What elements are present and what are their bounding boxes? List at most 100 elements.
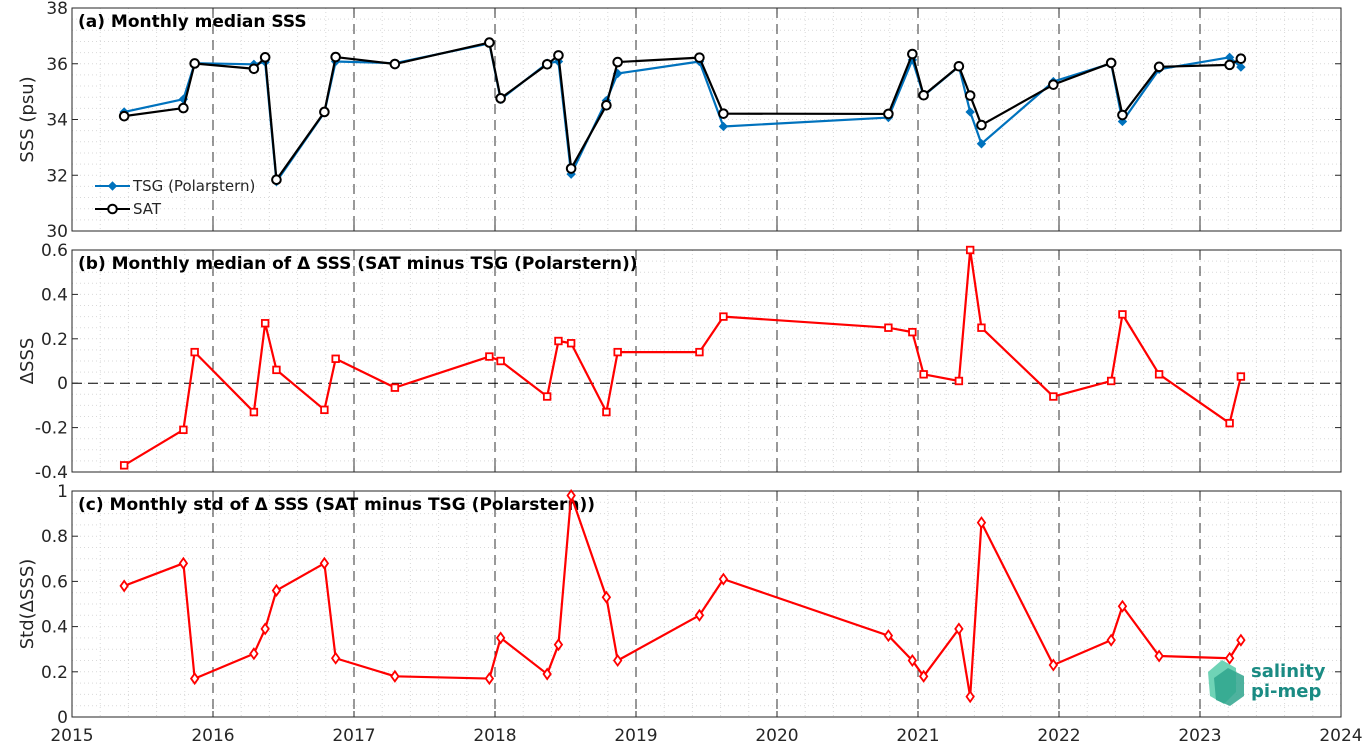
series-delta — [119, 245, 1246, 470]
data-point — [1224, 651, 1235, 665]
data-point — [189, 672, 200, 686]
data-point — [883, 108, 894, 120]
y-axis-label: Std(ΔSSS) — [17, 559, 38, 650]
data-point — [1225, 418, 1234, 428]
data-point — [907, 48, 918, 60]
y-tick-label: 0.4 — [41, 618, 68, 638]
data-point — [964, 90, 976, 101]
data-point — [1236, 62, 1246, 72]
data-point — [178, 556, 189, 570]
plot-frame — [71, 7, 1342, 232]
data-point — [1153, 61, 1165, 73]
minor-grid — [72, 250, 1341, 472]
y-tick-label: 0.6 — [41, 241, 68, 261]
panel-a: 30 32 34 36 38 SSS (psu) (a) Monthly median SS… — [17, 0, 1342, 242]
data-point — [485, 352, 494, 361]
legend-label: SAT — [133, 200, 162, 218]
y-tick-label: 36 — [46, 55, 68, 75]
data-point — [1236, 372, 1246, 381]
data-point — [1235, 53, 1247, 65]
data-point — [1049, 392, 1058, 401]
data-point — [542, 392, 552, 401]
year-lines — [212, 491, 1201, 717]
legend-marker — [107, 203, 118, 215]
data-point — [612, 653, 623, 668]
data-point — [954, 622, 964, 636]
data-point — [553, 638, 564, 652]
data-point — [272, 365, 281, 375]
data-point — [883, 629, 894, 643]
data-point — [496, 356, 505, 366]
y-axis-label: ΔSSS — [17, 338, 38, 385]
data-point — [248, 63, 260, 75]
x-tick-label: 2023 — [1178, 726, 1221, 745]
y-tick-label: 0.4 — [41, 285, 68, 305]
data-point — [1154, 370, 1164, 379]
data-point — [718, 108, 729, 119]
x-tick-label: 2024 — [1319, 726, 1362, 745]
data-point — [271, 583, 282, 597]
series-line — [123, 248, 1242, 467]
legend: TSG (Polarstern) SAT — [95, 177, 255, 218]
data-point — [271, 174, 282, 186]
data-point — [390, 383, 400, 392]
x-tick-label: 2017 — [332, 726, 375, 745]
minor-grid — [72, 491, 1341, 717]
data-point — [1106, 376, 1116, 386]
data-point — [1224, 59, 1235, 71]
data-point — [1236, 633, 1246, 647]
logo-text-line2: pi-mep — [1251, 681, 1321, 702]
plot-frame — [71, 490, 1342, 718]
y-tick-label: 0 — [57, 374, 68, 394]
x-tick-label: 2022 — [1037, 726, 1080, 745]
year-lines — [212, 8, 1201, 231]
y-tick-label: 0 — [57, 708, 68, 728]
data-point — [977, 323, 986, 332]
y-tick-label: 0.6 — [41, 572, 68, 592]
data-point — [718, 121, 729, 132]
data-point — [919, 370, 928, 379]
data-point — [320, 405, 329, 415]
data-point — [918, 669, 929, 683]
data-point — [260, 622, 270, 636]
data-point — [965, 690, 975, 704]
panel-title: (c) Monthly std of Δ SSS (SAT minus TSG … — [78, 495, 595, 515]
data-point — [541, 59, 553, 70]
data-point — [601, 99, 612, 111]
y-tick-label: 30 — [46, 222, 68, 242]
data-point — [1048, 79, 1059, 90]
data-point — [694, 608, 705, 622]
data-point — [566, 339, 576, 348]
data-point — [189, 58, 200, 69]
x-tick-label: 2015 — [50, 726, 93, 745]
series-line — [124, 41, 1242, 181]
data-point — [718, 572, 729, 586]
data-point — [484, 672, 495, 686]
data-point — [319, 556, 330, 570]
panel-title: (b) Monthly median of Δ SSS (SAT minus T… — [78, 254, 638, 274]
data-point — [612, 56, 623, 68]
x-tick-label: 2018 — [473, 726, 516, 745]
salinity-pimep-logo: salinity pi-mep — [1208, 660, 1326, 706]
y-tick-label: 38 — [46, 0, 68, 19]
panel-b: -0.4 -0.2 0 0.2 0.4 0.6 ΔSSS (b) Monthly median… — [17, 241, 1342, 483]
data-point — [178, 102, 189, 114]
data-point — [566, 488, 576, 503]
data-point — [495, 631, 506, 645]
data-point — [565, 163, 577, 174]
data-point — [694, 52, 705, 63]
data-point — [1048, 658, 1059, 672]
x-tick-label: 2019 — [614, 726, 657, 745]
series-sat — [118, 37, 1247, 186]
data-point — [118, 110, 130, 122]
data-point — [319, 106, 330, 118]
legend-label: TSG (Polarstern) — [132, 177, 255, 195]
data-point — [389, 58, 401, 70]
data-point — [954, 376, 964, 386]
data-point — [190, 347, 199, 357]
y-tick-label: 0.2 — [41, 663, 68, 683]
legend-marker — [107, 181, 118, 191]
data-point — [553, 50, 564, 61]
data-point — [259, 52, 271, 63]
